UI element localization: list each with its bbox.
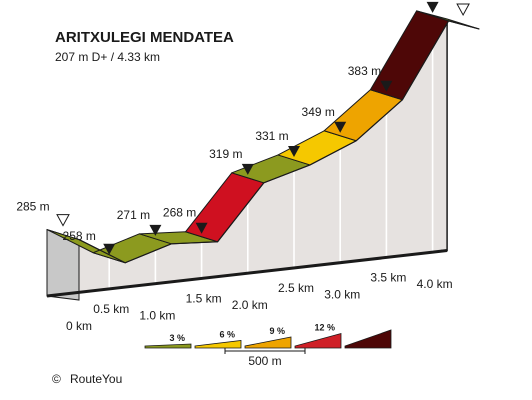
x-tick-label: 3.0 km <box>324 288 360 302</box>
x-tick-label: 2.5 km <box>278 281 314 295</box>
grade-legend: 3 % 6 % 9 % 12 % 500 m <box>144 323 392 368</box>
elevation-label: 258 m <box>63 229 96 243</box>
elevation-marker <box>241 163 254 175</box>
elevation-label: 349 m <box>302 105 335 119</box>
x-tick-label: 4.0 km <box>417 277 453 291</box>
elevation-label: 268 m <box>163 206 196 220</box>
legend-swatch <box>144 343 192 349</box>
chart-title: ARITXULEGI MENDATEA <box>55 29 234 46</box>
elevation-marker <box>149 224 162 236</box>
min-marker <box>103 243 116 255</box>
elevation-labels: 285 m 258 m 271 m 268 m 319 m 331 m 349 m 383 m… <box>16 0 501 243</box>
x-axis-tick-labels: 0 km0.5 km 1.0 km 1.5 km 2.0 km 2.5 km 3.0 km… <box>66 270 453 333</box>
x-tick-label: 0 km <box>66 319 92 333</box>
profile-front-edge <box>78 20 480 264</box>
elevation-marker <box>334 121 347 133</box>
x-tick-label: 3.5 km <box>370 270 406 284</box>
legend-label: 12 % <box>314 323 335 333</box>
elevation-label: 331 m <box>255 129 288 143</box>
x-tick-label: 1.0 km <box>139 309 175 323</box>
profile-baseline <box>46 249 448 298</box>
scale-bar-label: 500 m <box>248 354 281 368</box>
legend-swatch <box>344 329 392 349</box>
elevation-label: 319 m <box>209 147 242 161</box>
legend-swatch <box>294 332 342 349</box>
legend-swatch <box>194 340 242 349</box>
legend-label: 6 % <box>219 330 235 340</box>
brand-name: RouteYou <box>70 372 122 386</box>
elevation-marker <box>426 1 439 13</box>
chart-subtitle: 207 m D+ / 4.33 km <box>55 50 160 64</box>
end-marker <box>456 3 470 17</box>
elevation-marker <box>380 80 393 92</box>
elevation-markers <box>56 1 470 255</box>
profile-front-wall <box>47 10 448 297</box>
profile-top-segments <box>46 10 480 264</box>
x-tick-label: 2.0 km <box>232 298 268 312</box>
legend-swatch <box>244 336 292 349</box>
start-marker <box>56 214 70 227</box>
profile-baseline-line <box>46 249 448 298</box>
elevation-label: 442 m <box>468 0 501 3</box>
legend-label: 3 % <box>169 333 185 343</box>
elevation-label: 383 m <box>348 64 381 78</box>
x-tick-label: 0.5 km <box>93 302 129 316</box>
elevation-label: 271 m <box>117 208 150 222</box>
x-tick-label: 1.5 km <box>186 291 222 305</box>
copyright-symbol: © <box>52 372 61 386</box>
elevation-marker <box>195 222 208 234</box>
elevation-label: 285 m <box>16 200 49 214</box>
elevation-marker <box>288 145 300 157</box>
legend-label: 9 % <box>269 326 285 336</box>
